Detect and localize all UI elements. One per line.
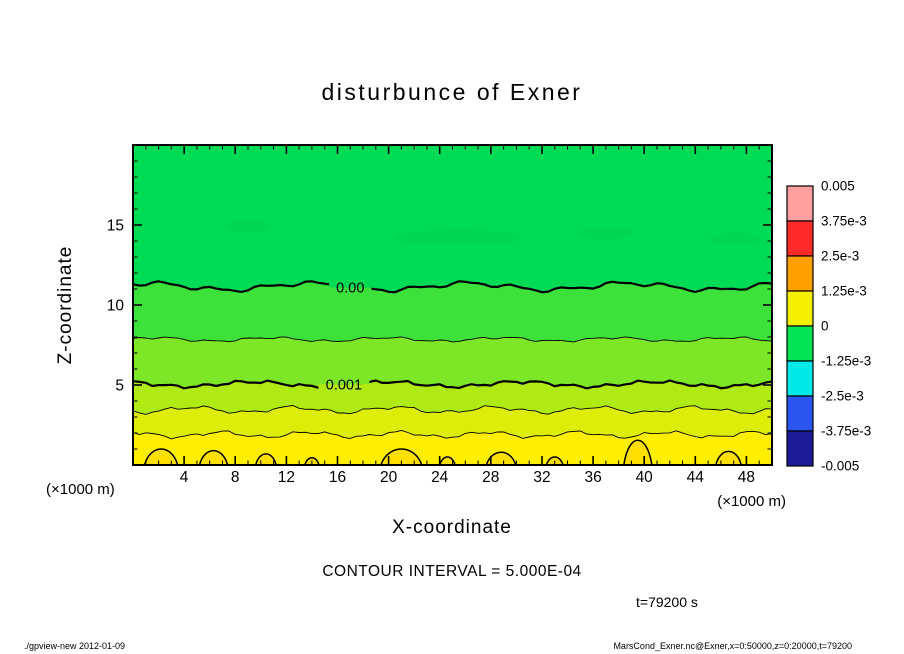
x-tick-label: 12 [278, 469, 295, 486]
fill-band-4 [133, 405, 772, 439]
contour-line-0.00 [132, 280, 773, 294]
plot-frame-group [132, 144, 773, 466]
x-tick-label: 36 [584, 469, 601, 486]
colorbar-cell-4 [786, 325, 814, 362]
contour-label: 0.00 [336, 281, 364, 297]
x-tick-label: 20 [380, 469, 398, 486]
colorbar-cell-5 [786, 360, 814, 397]
contour-label: 0.001 [326, 377, 362, 393]
colorbar-cell-3 [786, 290, 814, 327]
z-tick-label: 15 [107, 218, 124, 235]
contour-interval-text: CONTOUR INTERVAL = 5.000E-04 [322, 563, 582, 580]
shade-patch-1 [225, 221, 271, 233]
contour-fills [133, 145, 772, 465]
x-tick-label: 44 [687, 469, 705, 486]
x-axis-unit-label: (×1000 m) [717, 493, 786, 510]
x-tick-label: 28 [482, 469, 499, 486]
contour-line-minor-1 [132, 336, 773, 343]
fill-band-1 [133, 281, 772, 342]
x-tick-label: 48 [738, 469, 755, 486]
x-tick-label: 40 [636, 469, 654, 486]
x-tick-label: 16 [329, 469, 346, 486]
contour-line-minor-4 [132, 430, 773, 440]
contour-line-minor-3 [132, 405, 773, 415]
x-tick-label: 8 [231, 469, 240, 486]
z-tick-label: 5 [115, 378, 124, 395]
shade-patch-2 [577, 226, 635, 240]
fill-band-0 [133, 145, 772, 293]
colorbar: 0.005 3.75e-3 2.5e-3 1.25e-3 0 -1.25e-3 -2.5e-… [786, 179, 871, 474]
colorbar-tick-label: 0.005 [821, 179, 855, 194]
contour-label-bg [318, 374, 370, 385]
colorbar-tick-label: -2.5e-3 [821, 389, 864, 404]
plot-title: disturbunce of Exner [321, 79, 583, 105]
fill-band-2 [133, 336, 772, 389]
x-tick-label: 4 [180, 469, 189, 486]
time-text: t=79200 s [636, 594, 698, 610]
contour-line-0.001 [132, 379, 773, 390]
colorbar-tick-label: -0.005 [821, 459, 859, 474]
shade-patch-0 [395, 229, 523, 246]
upper-shade-patches [225, 221, 760, 246]
x-axis-title: X-coordinate [392, 517, 512, 538]
contour-labels: 0.00 0.001 [318, 277, 372, 394]
contour-label-bg [318, 384, 370, 394]
contour-lines [132, 280, 773, 440]
fill-band-5 [133, 430, 772, 465]
colorbar-tick-label: 2.5e-3 [821, 249, 859, 264]
colorbar-cell-1 [786, 220, 814, 257]
colorbar-tick-label: -3.75e-3 [821, 424, 871, 439]
colorbar-cell-7 [786, 430, 814, 467]
plot-frame [132, 144, 773, 466]
colorbar-cell-0 [786, 185, 814, 222]
footer-dataset-text: MarsCond_Exner.nc@Exner,x=0:50000,z=0:20… [613, 641, 852, 651]
footer-command-text: ./gpview-new 2012-01-09 [24, 641, 126, 651]
contour-label-bg [329, 287, 372, 297]
z-tick-label: 10 [107, 298, 125, 315]
z-axis-unit-label: (×1000 m) [46, 481, 115, 498]
colorbar-cell-2 [786, 255, 814, 292]
shade-patch-3 [708, 233, 760, 246]
fill-band-3 [133, 380, 772, 415]
colorbar-tick-label: 3.75e-3 [821, 214, 867, 229]
colorbar-tick-label: 0 [821, 319, 829, 334]
x-tick-label: 24 [431, 469, 449, 486]
x-tick-label: 32 [533, 469, 550, 486]
colorbar-cell-6 [786, 395, 814, 432]
colorbar-tick-label: 1.25e-3 [821, 284, 867, 299]
contour-label-bg [329, 277, 372, 288]
colorbar-tick-label: -1.25e-3 [821, 354, 871, 369]
